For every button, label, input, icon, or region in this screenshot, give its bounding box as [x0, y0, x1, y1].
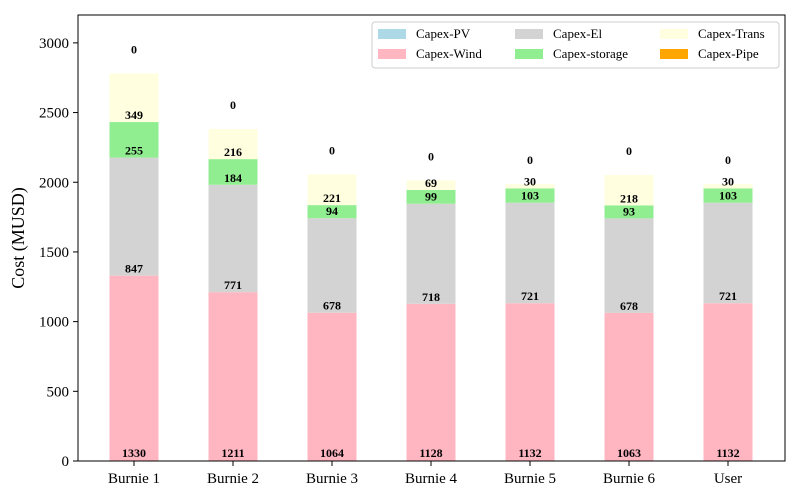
data-label: 678 [620, 299, 638, 313]
data-label: 1064 [320, 446, 344, 460]
bar-segment [703, 303, 753, 461]
bar-segment [406, 189, 456, 204]
data-label: 1132 [716, 446, 739, 460]
legend-swatch [378, 49, 406, 59]
bar-segment [604, 175, 654, 206]
legend-swatch [515, 29, 543, 39]
data-label: 0 [725, 153, 731, 167]
bar-segment [604, 205, 654, 219]
bar-segment [703, 188, 753, 203]
data-label: 0 [626, 144, 632, 158]
bar-segment [208, 292, 258, 461]
y-tick-label: 500 [47, 384, 70, 400]
bar-segment [604, 312, 654, 461]
data-label: 221 [323, 191, 341, 205]
data-label: 1063 [617, 446, 641, 460]
bar-segment [703, 202, 753, 304]
bar-segment [307, 218, 357, 313]
data-label: 1330 [122, 446, 146, 460]
bar-segment [109, 122, 159, 158]
data-label: 0 [230, 98, 236, 112]
data-label: 69 [425, 176, 437, 190]
x-tick-label: Burnie 2 [207, 471, 259, 487]
bar-segment [406, 303, 456, 461]
data-label: 218 [620, 191, 638, 205]
bar-segment [109, 73, 159, 123]
data-label: 0 [329, 143, 335, 157]
legend-swatch [515, 49, 543, 59]
legend-swatch [660, 29, 688, 39]
data-label: 93 [623, 204, 635, 218]
bar-segment [109, 275, 159, 461]
y-tick-label: 2500 [39, 106, 69, 122]
data-label: 1211 [221, 446, 244, 460]
data-label: 255 [125, 144, 143, 158]
bar-segment [505, 202, 555, 304]
data-label: 721 [521, 289, 539, 303]
bar-segment [703, 184, 753, 189]
data-label: 678 [323, 299, 341, 313]
x-tick-label: Burnie 4 [405, 471, 458, 487]
y-tick-label: 0 [62, 454, 70, 470]
legend-label: Capex-Wind [416, 46, 482, 61]
bar-segment [307, 174, 357, 206]
bar-segment [505, 188, 555, 203]
legend-label: Capex-El [553, 26, 602, 41]
bar-segment [406, 180, 456, 190]
data-label: 103 [521, 189, 539, 203]
data-label: 30 [524, 174, 536, 188]
data-labels-group: 1330 847 255 349 0 1211 771 184 216 0 1064 678 94221… [122, 42, 740, 460]
data-label: 718 [422, 290, 440, 304]
data-label: 771 [224, 278, 242, 292]
bar-segment [307, 205, 357, 219]
bar-segment [208, 184, 258, 293]
bar-segment [505, 184, 555, 189]
y-axis-title: Cost (MUSD) [8, 187, 29, 289]
data-label: 184 [224, 171, 242, 185]
legend-label: Capex-storage [553, 46, 628, 61]
bar-segment [604, 218, 654, 313]
data-label: 94 [326, 204, 338, 218]
x-tick-label: Burnie 3 [306, 471, 358, 487]
data-label: 0 [428, 149, 434, 163]
data-label: 103 [719, 189, 737, 203]
data-label: 1132 [518, 446, 541, 460]
data-label: 30 [722, 174, 734, 188]
data-label: 349 [125, 108, 143, 122]
bar-segment [505, 303, 555, 461]
bar-segment [307, 312, 357, 461]
legend-label: Capex-Trans [698, 26, 765, 41]
y-tick-label: 1000 [39, 315, 69, 331]
bar-segment [208, 129, 258, 160]
y-tick-label: 2000 [39, 175, 69, 191]
data-label: 216 [224, 145, 242, 159]
bar-segment [109, 157, 159, 276]
x-tick-label: Burnie 5 [504, 471, 556, 487]
data-label: 0 [131, 42, 137, 56]
legend-label: Capex-Pipe [698, 46, 759, 61]
data-label: 99 [425, 190, 437, 204]
data-label: 0 [527, 153, 533, 167]
data-label: 1128 [419, 446, 442, 460]
legend-swatch [660, 49, 688, 59]
x-tick-label: User [714, 471, 742, 487]
data-label: 721 [719, 289, 737, 303]
legend-label: Capex-PV [416, 26, 471, 41]
bar-segment [406, 203, 456, 304]
y-tick-label: 3000 [39, 36, 69, 52]
bars-group [109, 73, 753, 461]
bar-segment [208, 159, 258, 185]
x-tick-label: Burnie 6 [603, 471, 656, 487]
legend: Capex-PV Capex-Wind Capex-El Capex-storage C… [371, 21, 780, 69]
plot-frame [77, 14, 786, 462]
y-tick-label: 1500 [39, 245, 69, 261]
legend-swatch [378, 29, 406, 39]
data-label: 847 [125, 262, 143, 276]
x-tick-label: Burnie 1 [108, 471, 160, 487]
